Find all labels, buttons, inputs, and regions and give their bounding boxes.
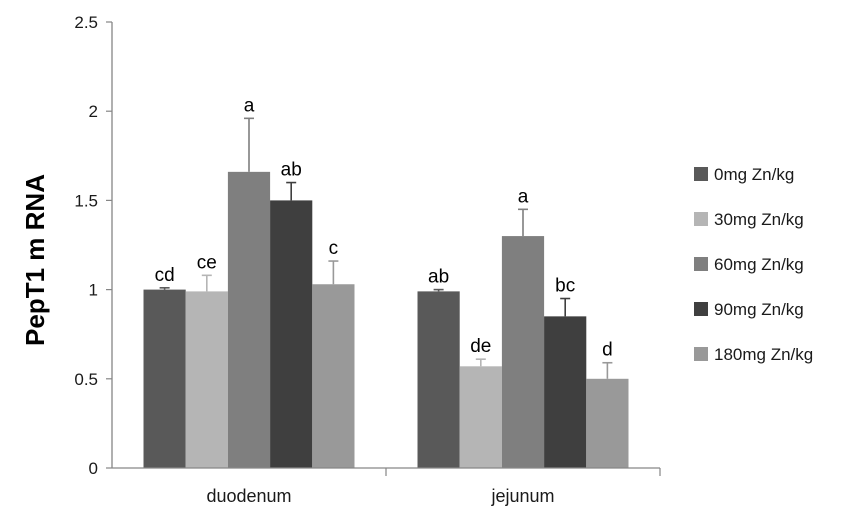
- legend-label: 0mg Zn/kg: [714, 165, 794, 184]
- significance-letter: ab: [281, 160, 302, 181]
- bar: [312, 284, 355, 468]
- significance-letter: cd: [155, 265, 175, 286]
- bar: [143, 289, 186, 468]
- y-tick-label: 1.5: [74, 191, 98, 210]
- y-tick-label: 2: [89, 102, 98, 121]
- x-category-label: jejunum: [490, 486, 554, 506]
- significance-letter: d: [602, 340, 613, 361]
- bar: [586, 378, 629, 468]
- legend-swatch: [694, 302, 708, 316]
- bar: [417, 291, 460, 468]
- significance-letter: bc: [555, 276, 575, 297]
- significance-letter: c: [329, 238, 339, 259]
- legend-label: 90mg Zn/kg: [714, 300, 804, 319]
- error-bars: [159, 117, 613, 379]
- bar: [270, 200, 313, 468]
- y-tick-label: 0: [89, 459, 98, 478]
- bar: [501, 236, 545, 468]
- y-tick-label: 2.5: [74, 13, 98, 32]
- legend-swatch: [694, 347, 708, 361]
- y-tick-label: 0.5: [74, 370, 98, 389]
- x-axis-categories: duodenum jejunum: [206, 468, 661, 506]
- y-tick-label: 1: [89, 281, 98, 300]
- bar: [544, 316, 587, 468]
- bar: [459, 366, 502, 468]
- significance-letter: ce: [197, 252, 217, 273]
- legend-swatch: [694, 212, 708, 226]
- significance-letter: a: [518, 186, 529, 207]
- legend-swatch: [694, 167, 708, 181]
- bar: [185, 291, 228, 468]
- significance-letter: de: [470, 336, 491, 357]
- y-axis-ticks: 0 0.5 1 1.5 2 2.5: [74, 13, 112, 478]
- legend-label: 60mg Zn/kg: [714, 255, 804, 274]
- bars: [143, 171, 629, 468]
- legend: 0mg Zn/kg 30mg Zn/kg 60mg Zn/kg 90mg Zn/kg 1…: [694, 165, 813, 364]
- bar: [227, 171, 271, 468]
- legend-label: 30mg Zn/kg: [714, 210, 804, 229]
- y-axis-label: PepT1 m RNA: [20, 174, 50, 346]
- significance-letter: ab: [428, 267, 449, 288]
- legend-swatch: [694, 257, 708, 271]
- x-category-label: duodenum: [206, 486, 291, 506]
- significance-letter: a: [244, 95, 255, 116]
- legend-label: 180mg Zn/kg: [714, 345, 813, 364]
